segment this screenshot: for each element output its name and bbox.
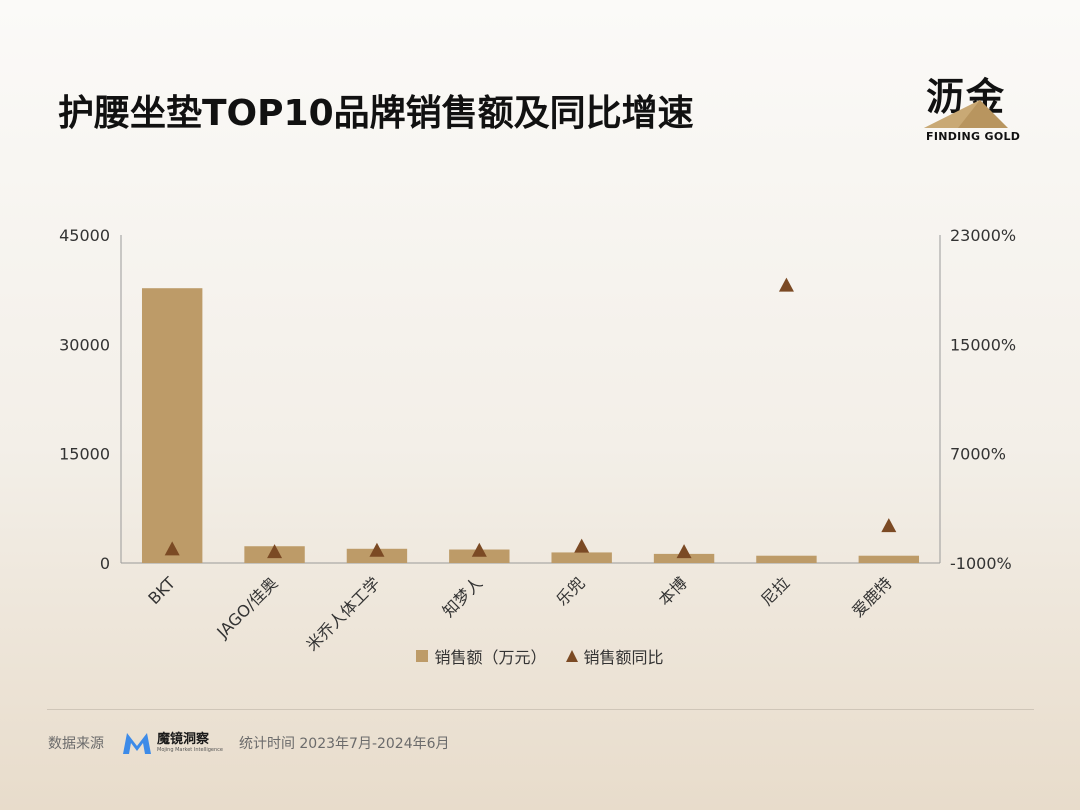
y-right-tick-label: 15000% (950, 335, 1016, 354)
legend-bar-swatch (416, 650, 429, 662)
stat-period: 统计时间 2023年7月-2024年6月 (238, 736, 450, 752)
page-title: 护腰坐垫TOP10品牌销售额及同比增速 (58, 93, 694, 134)
legend-yoy-label: 销售额同比 (583, 648, 664, 667)
brand-logo: 沥金 FINDING GOLD (918, 66, 1030, 146)
yoy-marker-2 (369, 542, 385, 557)
yoy-marker-6 (778, 277, 794, 292)
x-tick-label: 尼拉 (757, 573, 793, 609)
yoy-marker-1 (267, 544, 283, 559)
bar-5 (653, 553, 715, 563)
legend-item-yoy: 销售额同比 (565, 644, 664, 668)
chart: 45000 30000 15000 0 23000% 15000% 7000% -1000% B… (59, 226, 1016, 655)
y-left-tick-label: 45000 (59, 226, 110, 245)
yoy-marker-5 (676, 544, 692, 559)
x-tick-label: 本博 (655, 573, 691, 609)
bar-0 (141, 288, 203, 563)
x-tick-label: BKT (144, 573, 179, 608)
yoy-marker-3 (471, 542, 487, 557)
mojing-m-icon (123, 733, 151, 754)
source-label: 数据来源 (48, 736, 104, 752)
y-right-tick-label: 23000% (950, 226, 1016, 245)
bar-7 (858, 555, 920, 563)
y-left-tick-label: 30000 (59, 335, 110, 354)
legend-item-sales: 销售额（万元） (416, 644, 546, 668)
footer-divider (47, 709, 1034, 710)
source-logo-en: Mojing Market Intelligence (157, 746, 223, 753)
source-logo: 魔镜洞察 Mojing Market Intelligence (122, 731, 223, 755)
yoy-marker-0 (164, 541, 180, 556)
yoy-marker-4 (574, 538, 590, 553)
x-tick-label: JAGO/佳奥 (212, 573, 281, 642)
y-right-tick-label: -1000% (950, 554, 1012, 573)
brand-logo-en: FINDING GOLD (926, 130, 1021, 143)
chart-legend: 销售额（万元） 销售额同比 (0, 644, 1080, 668)
legend-sales-label: 销售额（万元） (434, 648, 547, 667)
y-left-tick-label: 15000 (59, 445, 110, 464)
y-right-tick-label: 7000% (950, 445, 1006, 464)
footer: 数据来源 魔镜洞察 Mojing Market Intelligence 统计时… (48, 730, 450, 756)
bar-4 (551, 552, 612, 563)
x-tick-label: 爱鹿特 (848, 573, 895, 620)
source-logo-cn: 魔镜洞察 (157, 731, 210, 747)
bar-6 (756, 555, 817, 563)
yoy-marker-7 (881, 518, 897, 533)
y-left-tick-label: 0 (100, 554, 110, 573)
x-tick-label: 知梦人 (439, 573, 486, 620)
x-tick-label: 米乔人体工学 (302, 573, 383, 654)
x-tick-label: 乐兜 (552, 573, 588, 609)
mountain-icon (924, 100, 1008, 128)
legend-triangle-swatch (565, 650, 578, 662)
